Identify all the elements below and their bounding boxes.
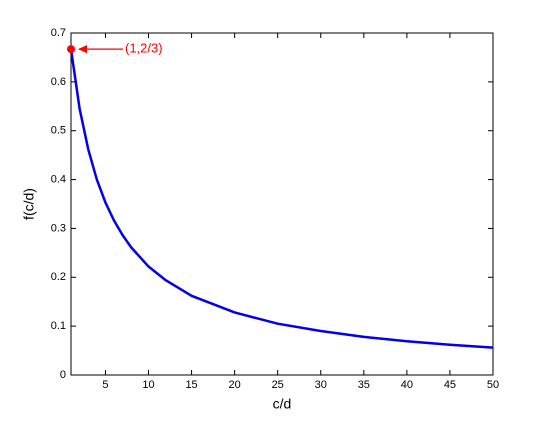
x-tick-label: 45 bbox=[444, 379, 456, 391]
y-axis-label: f(c/d) bbox=[21, 188, 37, 220]
y-tick-label: 0.6 bbox=[51, 76, 66, 88]
x-tick-label: 20 bbox=[229, 379, 241, 391]
annotation-label: (1,2/3) bbox=[125, 41, 163, 56]
y-tick-label: 0.5 bbox=[51, 125, 66, 137]
x-tick-label: 5 bbox=[102, 379, 108, 391]
x-tick-label: 10 bbox=[142, 379, 154, 391]
x-tick-label: 40 bbox=[401, 379, 413, 391]
x-tick-label: 25 bbox=[272, 379, 284, 391]
y-tick-label: 0 bbox=[60, 369, 66, 381]
x-axis-label: c/d bbox=[273, 396, 292, 412]
y-tick-label: 0.2 bbox=[51, 271, 66, 283]
y-tick-label: 0.7 bbox=[51, 27, 66, 39]
x-tick-label: 30 bbox=[315, 379, 327, 391]
line-series bbox=[69, 48, 494, 349]
x-tick-label: 35 bbox=[358, 379, 370, 391]
y-tick-label: 0.1 bbox=[51, 320, 66, 332]
x-tick-label: 50 bbox=[487, 379, 499, 391]
annotation-point bbox=[67, 45, 75, 54]
y-tick-label: 0.3 bbox=[51, 222, 66, 234]
y-tick-label: 0.4 bbox=[51, 173, 66, 185]
annotation-arrowhead bbox=[78, 45, 87, 54]
plot-area bbox=[70, 32, 494, 376]
x-tick-label: 15 bbox=[185, 379, 197, 391]
